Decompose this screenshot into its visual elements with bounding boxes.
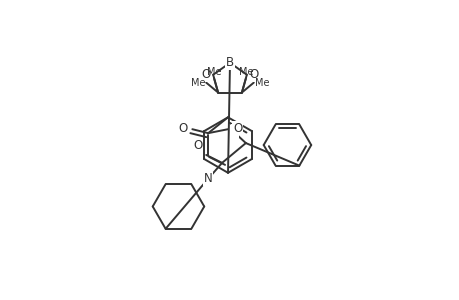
- Text: Me: Me: [238, 67, 252, 77]
- Text: Me: Me: [254, 78, 269, 88]
- Text: B: B: [225, 56, 234, 69]
- Text: O: O: [201, 68, 210, 81]
- Text: O: O: [249, 68, 258, 81]
- Text: O: O: [232, 122, 242, 135]
- Text: O: O: [178, 122, 187, 135]
- Text: Me: Me: [207, 67, 221, 77]
- Text: O: O: [193, 139, 202, 152]
- Text: Me: Me: [190, 78, 205, 88]
- Text: F: F: [231, 125, 238, 138]
- Text: N: N: [203, 172, 212, 185]
